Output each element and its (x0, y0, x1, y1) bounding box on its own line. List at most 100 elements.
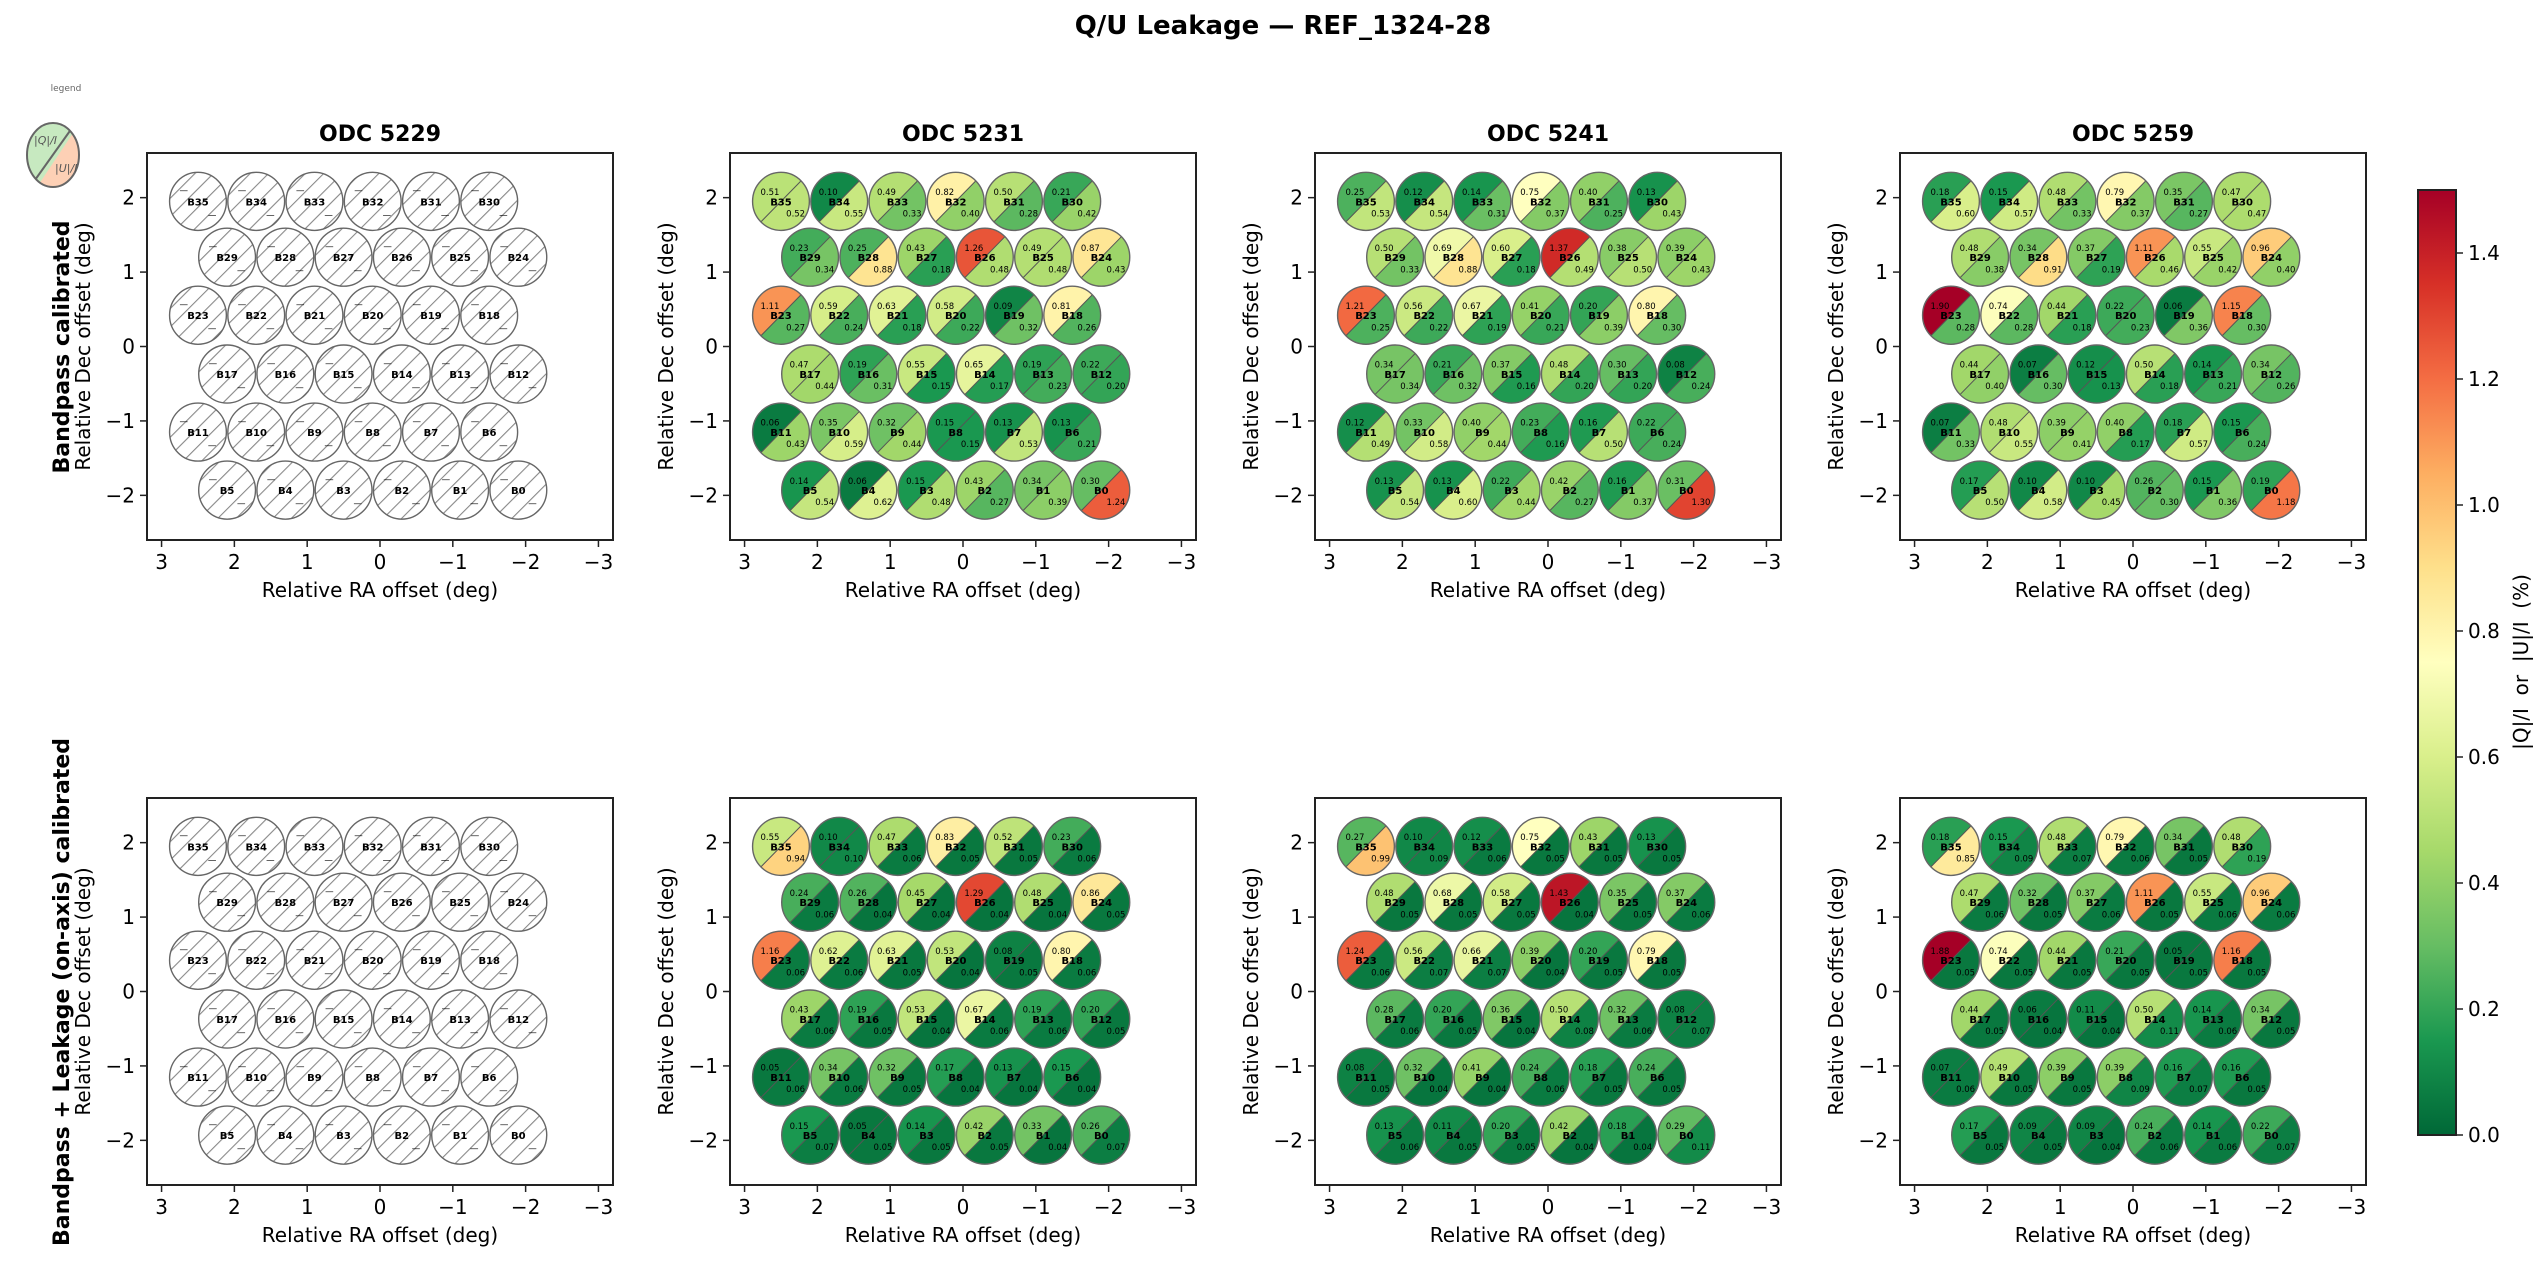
beam-divider (2250, 353, 2292, 395)
beam-outline (168, 171, 228, 232)
beam-u-value: 0.15 (961, 440, 980, 450)
beam-divider (1988, 825, 2030, 868)
beam-label: B28 (1443, 898, 1465, 909)
beam-outline (984, 816, 1044, 877)
beam-b14: ——B14 (372, 344, 431, 404)
beam-q-value: 0.50 (1375, 244, 1394, 254)
beam-label: B35 (1940, 842, 1962, 853)
beam-label: B3 (1504, 1131, 1519, 1142)
beam-label: B17 (216, 370, 238, 381)
beam-hatch (402, 286, 460, 345)
beam-label: B22 (1413, 311, 1435, 322)
beam-label: B8 (1533, 1073, 1548, 1084)
beam-u-value: 0.49 (1575, 265, 1594, 275)
beam-outline (2125, 460, 2184, 520)
beam-u-value: 0.04 (2102, 1027, 2121, 1037)
beam-outline (2038, 171, 2097, 232)
beam-u-value: 0.06 (2131, 854, 2150, 864)
beam-divider (935, 1056, 977, 1098)
beam-label: B33 (887, 842, 909, 853)
beam-outline (2096, 1047, 2155, 1107)
beam-u-value: 0.05 (2073, 968, 2092, 978)
beam-u-value: 0.06 (1956, 1085, 1975, 1095)
beam-label: B19 (1003, 311, 1025, 322)
beam-q-value: 0.44 (1960, 361, 1979, 371)
beam-u-value: 0.55 (844, 209, 863, 219)
beam-label: B8 (365, 428, 380, 439)
beam-divider (1930, 411, 1972, 453)
beam-u-value: 0.04 (1633, 1143, 1652, 1153)
x-tick-label: 1 (884, 550, 897, 574)
beam-q-value: 0.08 (1666, 1006, 1685, 1016)
beam-divider (993, 1056, 1035, 1098)
beam-u-value: 0.05 (2044, 910, 2063, 920)
y-tick-label: 1 (122, 905, 135, 929)
beam-q-value: 0.43 (1579, 833, 1598, 843)
beam-q-missing: — (325, 242, 334, 252)
beam-u-value: 0.09 (2131, 1085, 2150, 1095)
beam-label: B12 (2261, 1015, 2283, 1026)
beam-u-value: 0.06 (2160, 1143, 2179, 1153)
beam-divider (2047, 939, 2088, 982)
beam-q-value: 1.16 (2222, 947, 2241, 957)
beam-u-value: 0.43 (786, 440, 805, 450)
beam-label: B6 (482, 1073, 497, 1084)
beam-label: B2 (1563, 486, 1578, 497)
x-tick-label: 3 (1908, 550, 1921, 574)
beam-u-missing: — (383, 855, 392, 865)
y-tick-label: −1 (106, 1054, 135, 1078)
y-tick-label: −2 (1859, 483, 1888, 507)
beam-label: B19 (420, 956, 442, 967)
beam-label: B35 (770, 197, 792, 208)
beam-q-value: 0.18 (2164, 419, 2183, 429)
beam-divider (1432, 1114, 1474, 1157)
beam-q-value: 0.49 (1989, 1064, 2008, 1074)
beam-divider (1520, 180, 1562, 223)
beam-u-missing: — (441, 441, 450, 451)
beam-u-value: 0.85 (1956, 854, 1975, 864)
beam-outline (1598, 227, 1658, 287)
beam-q-value: 0.22 (1637, 419, 1656, 429)
beam-divider (2076, 881, 2118, 924)
beam-divider (2163, 939, 2205, 982)
beam-q-value: 0.69 (1433, 244, 1452, 254)
beam-label: B27 (333, 253, 355, 264)
beam-q-missing: — (500, 887, 509, 897)
beam-q-value: 0.80 (1052, 947, 1071, 957)
beam-divider (2047, 180, 2088, 223)
beam-label: B17 (799, 1015, 821, 1026)
beam-outline (460, 285, 519, 345)
beam-u-value: 0.17 (990, 382, 1009, 392)
y-tick-label: 2 (1290, 186, 1303, 210)
beam-q-value: 0.15 (2222, 419, 2241, 429)
beam-q-missing: — (180, 831, 189, 841)
beam-q-value: 0.34 (1375, 361, 1394, 371)
beam-outline (1482, 227, 1541, 287)
beam-outline (2067, 989, 2126, 1049)
beam-q-value: 0.40 (2105, 419, 2124, 429)
y-tick-label: 1 (1290, 260, 1303, 284)
beam-outline (897, 1105, 956, 1165)
beam-hatch (256, 461, 314, 520)
beam-label: B24 (1091, 253, 1113, 264)
beam-hatch (373, 461, 431, 520)
beam-u-value: 0.19 (1488, 323, 1507, 333)
beam-u-value: 0.04 (932, 910, 951, 920)
beam-u-value: 0.91 (2044, 265, 2063, 275)
beam-u-missing: — (499, 210, 508, 220)
beam-hatch (198, 228, 256, 287)
beam-outline (285, 1047, 344, 1107)
x-tick-label: 3 (1323, 550, 1336, 574)
beam-divider (1930, 294, 1972, 337)
beam-u-value: 0.28 (1956, 323, 1975, 333)
y-axis-label: Relative Dec offset (deg) (71, 222, 95, 470)
beam-outline (1657, 872, 1716, 932)
beam-outline (1511, 816, 1570, 877)
beam-label: B31 (420, 197, 442, 208)
beam-q-value: 0.63 (877, 302, 896, 312)
beam-outline (1598, 1105, 1658, 1165)
beam-outline (1540, 872, 1599, 932)
beam-q-missing: — (442, 887, 451, 897)
